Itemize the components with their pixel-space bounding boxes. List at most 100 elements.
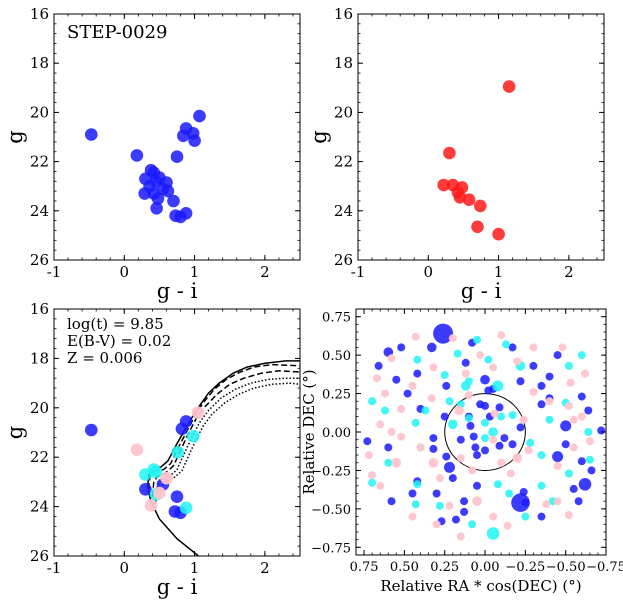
- data-point-blue: [469, 432, 478, 441]
- y-tick-label: 0.50: [322, 349, 351, 364]
- data-point-blue: [442, 381, 451, 390]
- data-point-blue: [461, 358, 470, 367]
- data-point-cyan: [171, 446, 184, 459]
- data-point-cyan: [413, 355, 422, 364]
- model-annotation: E(B-V) = 0.02: [67, 332, 171, 350]
- data-point-blue: [403, 389, 412, 398]
- axes-frame: [53, 308, 301, 557]
- data-point-cyan: [381, 406, 389, 415]
- y-tick-label: 20: [30, 399, 49, 417]
- data-point-cyan: [497, 412, 506, 421]
- data-point-pink: [456, 532, 465, 541]
- data-point-pink: [581, 369, 589, 378]
- data-point-pink: [397, 432, 406, 441]
- data-point-blue: [384, 443, 393, 452]
- data-point-blue: [511, 493, 530, 512]
- data-point-blue: [193, 109, 206, 123]
- y-tick-label: 18: [30, 54, 49, 72]
- y-tick-label: 0.75: [322, 311, 351, 326]
- data-point-blue: [150, 202, 163, 215]
- data-point-blue: [392, 375, 401, 384]
- data-point-pink: [566, 378, 575, 387]
- data-point-blue: [170, 150, 184, 163]
- data-point-pink: [497, 458, 506, 467]
- y-tick-label: 24: [334, 202, 353, 220]
- x-axis-label: g - i: [157, 575, 198, 599]
- data-point-blue: [452, 515, 460, 524]
- data-point-blue: [151, 192, 165, 205]
- data-point-blue: [508, 440, 517, 449]
- data-point-blue: [466, 421, 475, 430]
- y-axis-label: g: [3, 130, 27, 143]
- data-point-cyan: [460, 381, 471, 391]
- axes-frame: [53, 13, 301, 261]
- data-point-blue: [574, 497, 583, 506]
- data-point-cyan: [505, 489, 514, 498]
- data-point-pink: [387, 428, 396, 436]
- data-point-blue: [413, 369, 422, 378]
- data-point-blue: [471, 443, 480, 452]
- data-point-cyan: [384, 458, 393, 467]
- data-point-pink: [468, 466, 477, 475]
- data-point-blue: [170, 490, 184, 504]
- chart-title: STEP-0029: [67, 22, 168, 43]
- data-point-blue: [177, 129, 190, 143]
- data-point-red: [492, 227, 505, 241]
- data-point-blue: [460, 497, 469, 506]
- data-point-blue: [188, 134, 201, 147]
- x-tick-label: 2: [260, 559, 270, 577]
- data-point-blue: [577, 392, 586, 401]
- y-axis-label: g: [307, 130, 331, 143]
- data-point-blue: [139, 483, 152, 496]
- plot-area-tl: [85, 109, 206, 224]
- data-point-blue: [480, 374, 490, 385]
- data-point-blue: [175, 422, 189, 436]
- x-axis-label: Relative RA * cos(DEC) (°): [380, 577, 581, 595]
- y-tick-label: 16: [30, 300, 49, 318]
- data-point-cyan: [521, 512, 530, 521]
- data-point-blue: [584, 406, 593, 415]
- y-tick-label: 24: [30, 202, 49, 220]
- data-point-cyan: [435, 501, 444, 510]
- y-tick-label: 24: [30, 498, 49, 516]
- data-point-blue: [363, 437, 372, 446]
- radius-circle: [444, 393, 526, 471]
- data-point-cyan: [468, 520, 477, 529]
- data-point-cyan: [440, 371, 449, 380]
- data-point-pink: [429, 363, 438, 372]
- data-point-cyan: [481, 434, 489, 443]
- data-point-cyan: [577, 351, 586, 360]
- data-point-pink: [456, 454, 465, 463]
- x-tick-label: −0.75: [586, 560, 623, 575]
- data-point-cyan: [368, 478, 377, 487]
- data-point-cyan: [484, 355, 493, 364]
- data-point-pink: [445, 501, 454, 510]
- data-point-pink: [464, 391, 473, 400]
- data-point-pink: [144, 499, 158, 512]
- data-point-blue: [569, 484, 578, 493]
- y-tick-label: 22: [30, 153, 49, 171]
- data-point-blue: [481, 401, 489, 410]
- data-point-cyan: [147, 463, 161, 476]
- data-point-blue: [537, 400, 546, 409]
- data-point-blue: [553, 351, 562, 360]
- data-point-pink: [454, 405, 465, 416]
- data-point-pink: [558, 343, 567, 352]
- data-point-blue: [374, 361, 383, 370]
- data-point-pink: [542, 500, 551, 509]
- data-point-pink: [519, 415, 528, 424]
- data-point-pink: [376, 420, 385, 429]
- data-point-cyan: [545, 415, 554, 424]
- data-point-pink: [153, 486, 166, 500]
- data-point-blue: [460, 507, 469, 516]
- x-tick-label: 1: [190, 559, 200, 577]
- y-tick-label: 22: [30, 448, 49, 466]
- x-tick-label: -1: [47, 559, 62, 577]
- data-point-cyan: [464, 414, 473, 423]
- data-point-pink: [489, 512, 498, 521]
- data-point-red: [474, 199, 487, 213]
- x-tick-label: 0: [120, 263, 130, 281]
- data-point-cyan: [421, 406, 430, 415]
- y-tick-label: −0.50: [311, 503, 351, 518]
- data-point-pink: [160, 471, 173, 485]
